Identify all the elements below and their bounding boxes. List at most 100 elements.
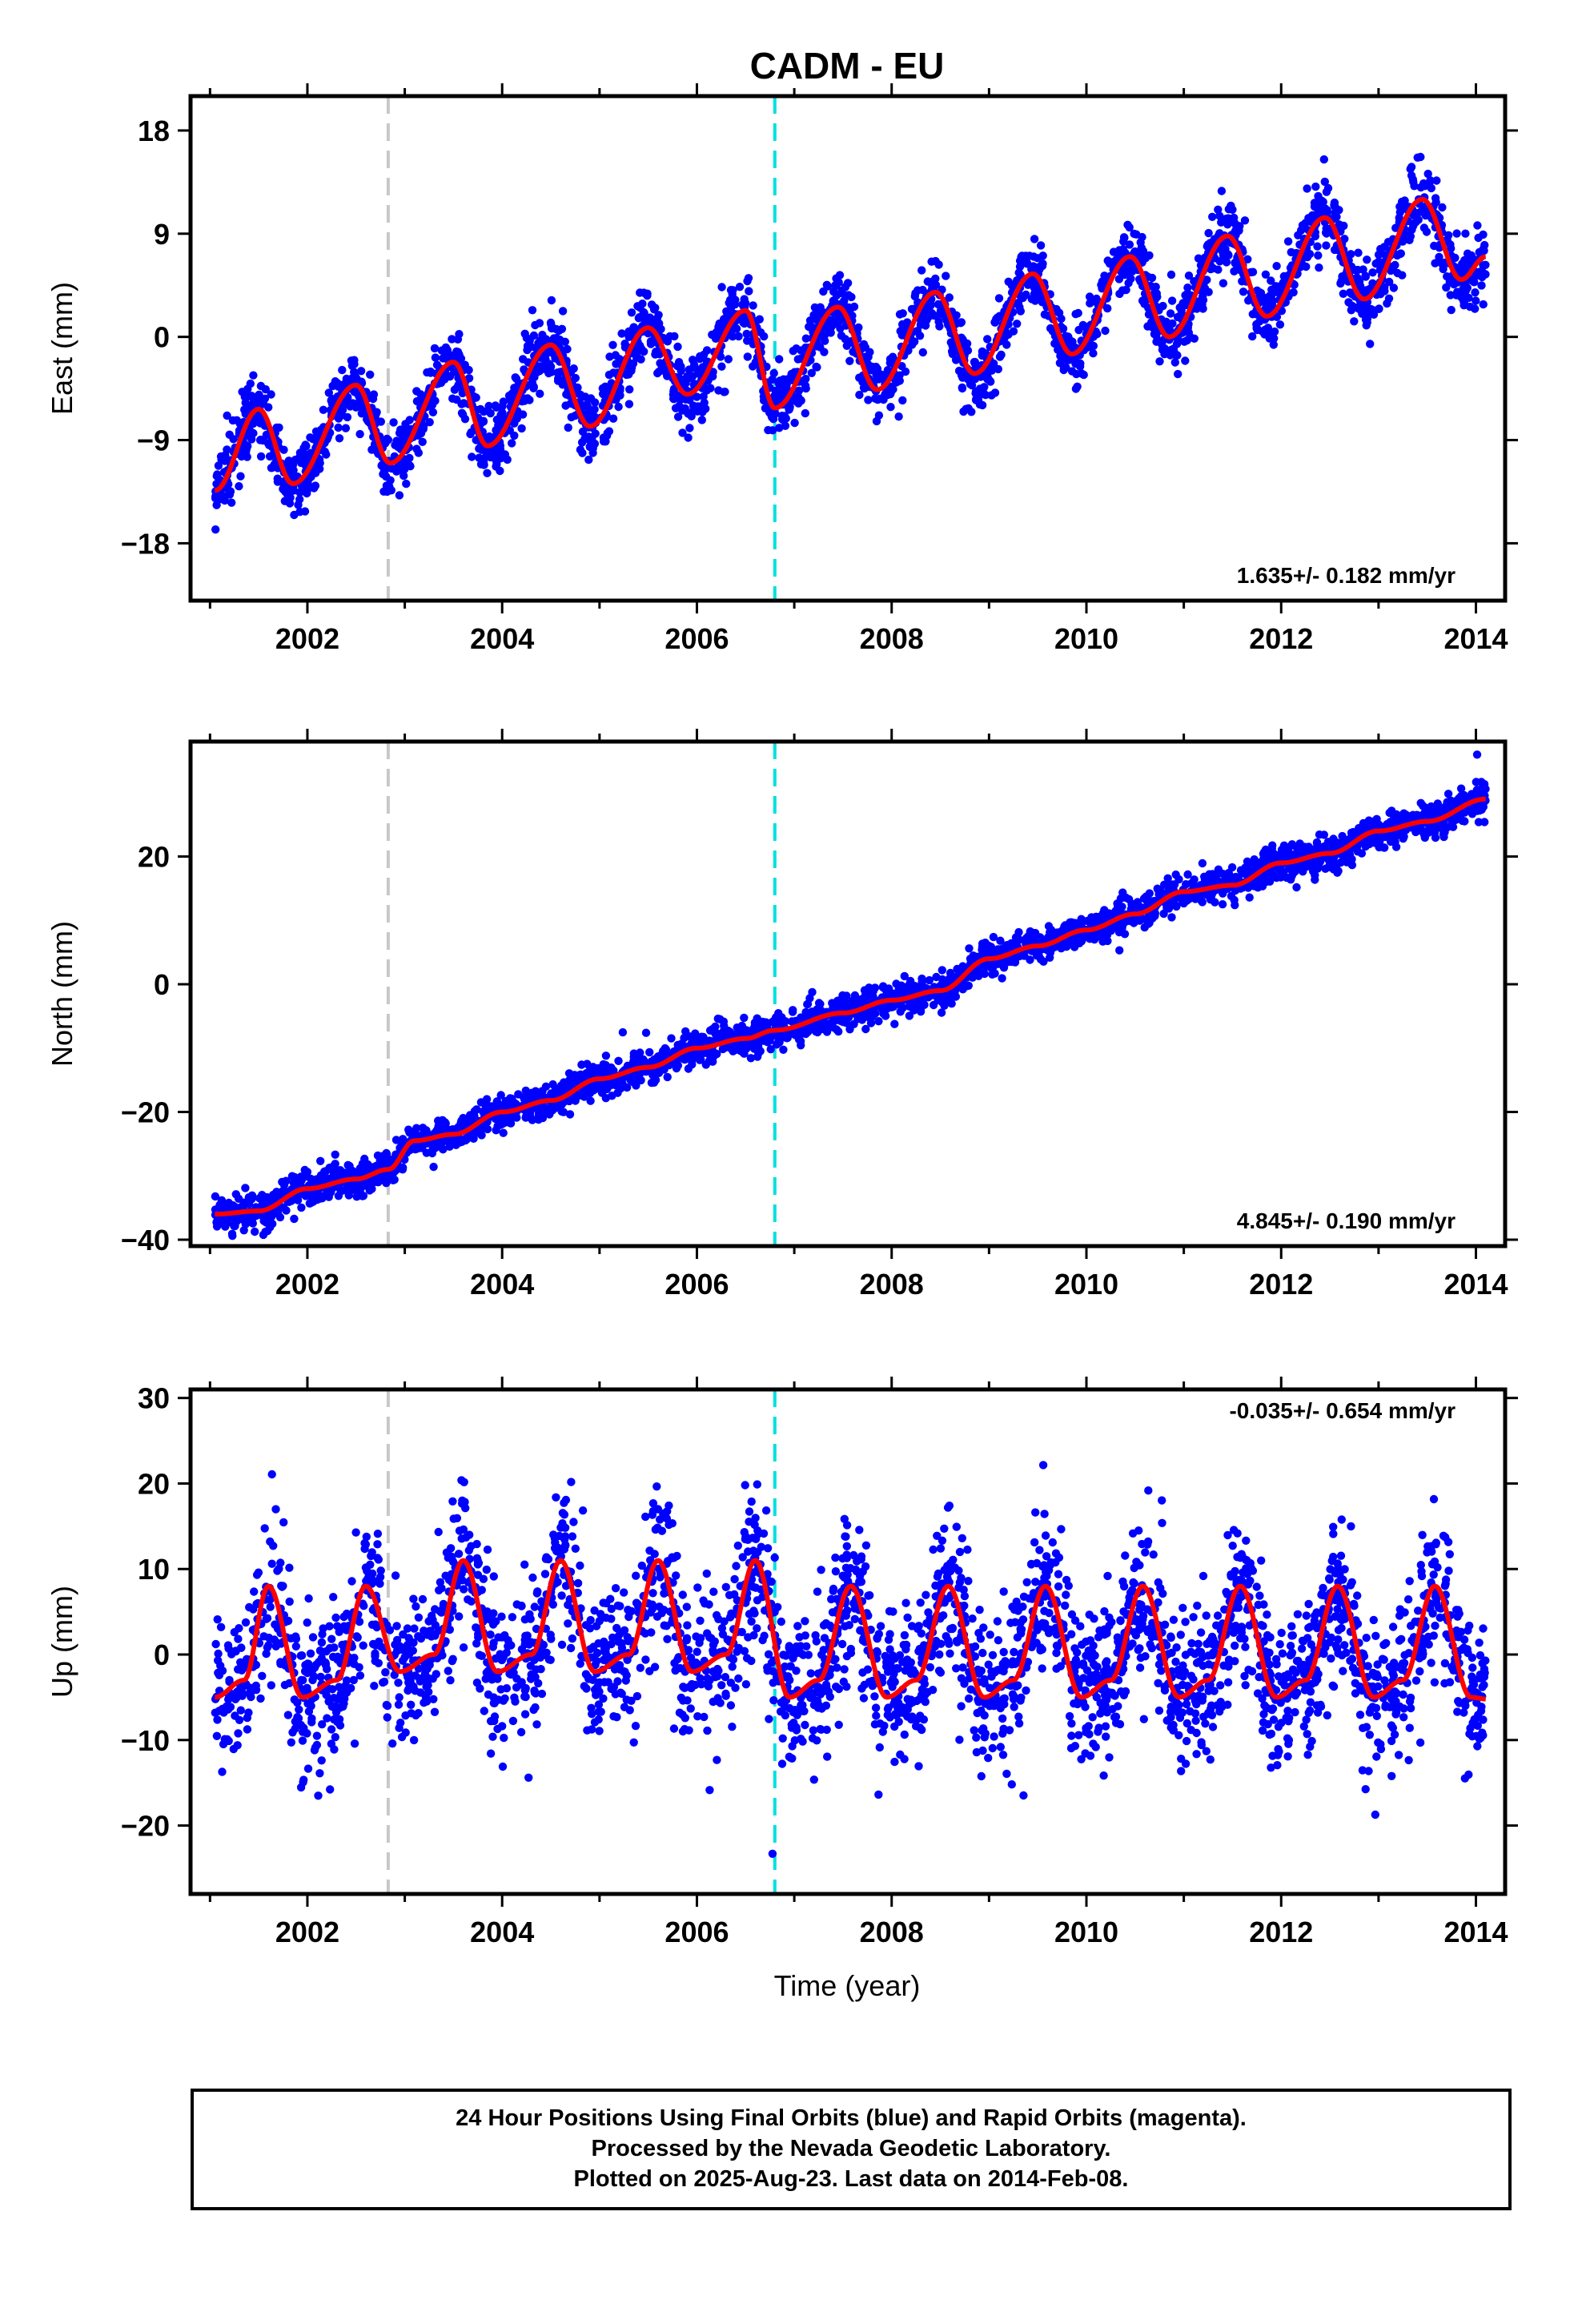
north-data-point: [1292, 883, 1301, 892]
east-data-point: [256, 452, 266, 461]
east-data-point: [1413, 153, 1422, 162]
east-data-point: [1479, 244, 1488, 254]
east-data-point: [813, 312, 823, 322]
east-data-point: [986, 376, 994, 385]
east-data-point: [1069, 355, 1078, 364]
east-data-point: [1065, 335, 1074, 344]
east-data-point: [525, 396, 534, 404]
east-data-point: [1275, 320, 1285, 329]
east-data-point: [401, 420, 410, 428]
east-plot-area: [211, 96, 1490, 601]
east-data-point: [285, 485, 294, 494]
east-y-tick-label: 0: [154, 321, 170, 354]
east-data-point: [217, 455, 226, 464]
east-data-point: [742, 329, 751, 339]
east-data-point: [1446, 291, 1455, 300]
east-data-point: [673, 412, 683, 421]
east-data-point: [1204, 228, 1213, 238]
east-data-point: [1267, 298, 1275, 307]
east-data-point: [494, 420, 503, 429]
east-data-point: [1447, 244, 1456, 253]
east-data-point: [1145, 251, 1154, 260]
north-data-point: [440, 1118, 450, 1127]
east-data-point: [1252, 324, 1261, 332]
north-plot-area: [211, 742, 1490, 1246]
east-data-point: [1092, 297, 1101, 306]
east-data-point: [1271, 282, 1280, 291]
east-data-point: [636, 344, 646, 353]
east-data-point: [1439, 264, 1447, 274]
east-data-point: [591, 429, 600, 438]
east-data-point: [558, 307, 568, 316]
east-data-point: [1025, 251, 1034, 260]
north-data-point: [996, 936, 1005, 945]
east-data-point: [395, 428, 404, 437]
east-data-point: [1177, 310, 1186, 319]
east-data-point: [1319, 155, 1329, 164]
east-data-point: [709, 372, 717, 381]
east-data-point: [646, 340, 656, 348]
east-data-point: [669, 387, 678, 396]
east-data-point: [635, 313, 644, 322]
north-data-point: [565, 1110, 575, 1119]
east-data-point: [958, 384, 967, 393]
east-data-point: [386, 476, 395, 485]
east-data-point: [1339, 289, 1348, 298]
east-data-point: [248, 399, 258, 408]
east-data-point: [918, 348, 928, 357]
east-data-point: [793, 355, 802, 364]
east-data-point: [484, 401, 493, 411]
east-data-point: [1419, 179, 1428, 188]
east-y-tick-label: −18: [121, 527, 170, 560]
east-data-point: [975, 391, 985, 400]
east-data-point: [917, 266, 926, 275]
east-data-point: [779, 375, 788, 384]
east-data-point: [1385, 277, 1394, 287]
east-data-point: [1322, 229, 1331, 238]
east-data-point: [1167, 296, 1177, 305]
east-data-point: [1166, 270, 1176, 279]
north-data-point: [1287, 875, 1295, 884]
east-data-point: [1322, 241, 1331, 250]
east-data-point: [859, 340, 869, 349]
east-data-point: [1170, 348, 1178, 356]
east-data-point: [685, 424, 694, 432]
east-data-point: [1248, 332, 1257, 341]
east-data-point: [1162, 317, 1171, 327]
east-data-point: [1059, 352, 1068, 360]
east-data-point: [525, 336, 534, 345]
east-data-point: [356, 367, 366, 376]
east-data-point: [1183, 283, 1192, 292]
east-data-point: [1458, 259, 1467, 268]
east-data-point: [717, 362, 726, 371]
east-data-point: [1471, 304, 1480, 313]
east-data-point: [1204, 287, 1213, 296]
east-data-point: [792, 344, 801, 353]
east-data-point: [1174, 369, 1182, 379]
east-data-point: [669, 395, 678, 404]
east-data-point: [625, 385, 634, 394]
east-data-point: [700, 398, 709, 408]
north-data-point: [331, 1150, 339, 1160]
east-data-point: [1460, 301, 1468, 310]
east-data-point: [1086, 299, 1094, 308]
east-data-point: [418, 437, 427, 446]
north-data-point: [1472, 750, 1482, 759]
east-data-point: [889, 354, 897, 363]
north-data-point: [890, 1019, 899, 1028]
east-data-point: [1340, 235, 1349, 243]
east-data-point: [627, 308, 636, 317]
east-data-point: [1320, 177, 1330, 187]
east-data-point: [590, 405, 599, 414]
east-data-point: [334, 423, 343, 432]
east-data-point: [226, 487, 235, 496]
east-data-point: [699, 392, 708, 401]
north-data-point: [989, 932, 998, 942]
east-data-point: [546, 318, 556, 328]
east-data-point: [263, 439, 273, 448]
east-data-point: [368, 394, 378, 404]
east-data-point: [990, 388, 1000, 397]
east-data-point: [643, 292, 652, 300]
east-data-point: [1214, 205, 1223, 214]
